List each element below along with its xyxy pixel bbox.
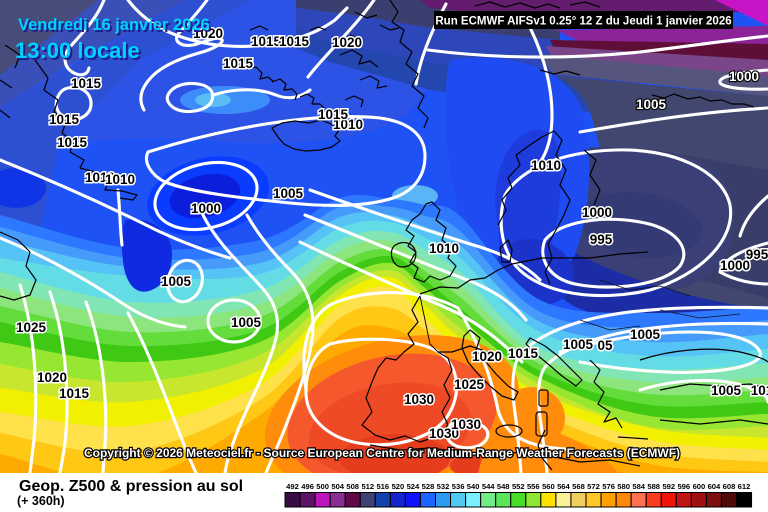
svg-text:1000: 1000 [582,205,612,220]
svg-text:1000: 1000 [191,201,221,216]
svg-text:588: 588 [647,482,660,491]
svg-text:1005: 1005 [711,383,742,398]
svg-text:13:00 locale: 13:00 locale [15,38,140,63]
svg-text:580: 580 [617,482,630,491]
svg-text:1015: 1015 [57,135,88,150]
svg-text:1005: 1005 [161,274,192,289]
svg-text:Vendredi 16 janvier 2026: Vendredi 16 janvier 2026 [20,18,212,36]
svg-text:1005: 1005 [630,327,661,342]
svg-text:1015: 1015 [318,107,349,122]
svg-text:584: 584 [632,482,645,491]
svg-text:552: 552 [512,482,525,491]
svg-text:Copyright © 2026 Meteociel.fr: Copyright © 2026 Meteociel.fr - Source E… [84,446,680,460]
svg-text:1030: 1030 [404,392,434,407]
svg-text:548: 548 [497,482,510,491]
svg-text:556: 556 [527,482,540,491]
svg-text:995: 995 [590,232,613,247]
svg-text:1020: 1020 [332,35,362,50]
svg-text:Vendredi 16 janvier 2026: Vendredi 16 janvier 2026 [18,16,210,34]
svg-text:1010: 1010 [531,158,561,173]
svg-text:1005: 1005 [231,315,262,330]
svg-text:600: 600 [693,482,706,491]
svg-text:560: 560 [542,482,555,491]
svg-text:(+ 360h): (+ 360h) [17,494,65,508]
svg-text:Geop. Z500 & pression au sol: Geop. Z500 & pression au sol [19,478,243,495]
svg-text:101: 101 [751,383,768,398]
svg-text:1030: 1030 [429,426,459,441]
svg-text:568: 568 [572,482,585,491]
svg-text:1010: 1010 [85,170,115,185]
svg-text:1000: 1000 [720,258,750,273]
svg-text:Run ECMWF AIFSv1 0.25° 12 Z du: Run ECMWF AIFSv1 0.25° 12 Z du Jeudi 1 j… [435,16,731,28]
svg-text:1005: 1005 [563,337,594,352]
svg-text:532: 532 [437,482,450,491]
svg-text:604: 604 [708,482,721,491]
svg-text:1015: 1015 [279,34,310,49]
svg-text:1015: 1015 [59,386,90,401]
svg-text:1000: 1000 [729,69,759,84]
svg-text:608: 608 [723,482,736,491]
svg-text:1005: 1005 [636,97,667,112]
svg-text:1015: 1015 [223,56,254,71]
svg-text:1010: 1010 [333,117,363,132]
svg-text:995: 995 [746,247,768,262]
svg-text:05: 05 [597,338,613,353]
svg-text:500: 500 [316,482,329,491]
svg-text:528: 528 [422,482,435,491]
svg-text:1015: 1015 [508,346,539,361]
svg-text:536: 536 [452,482,465,491]
svg-text:1010: 1010 [429,241,459,256]
svg-text:612: 612 [738,482,751,491]
svg-text:1020: 1020 [193,26,223,41]
svg-text:492: 492 [286,482,299,491]
svg-text:1025: 1025 [454,377,485,392]
svg-text:592: 592 [662,482,675,491]
svg-text:1020: 1020 [37,370,67,385]
svg-text:1025: 1025 [16,320,47,335]
svg-text:1030: 1030 [451,417,481,432]
svg-text:1010: 1010 [105,172,135,187]
svg-text:520: 520 [392,482,405,491]
svg-text:544: 544 [482,482,495,491]
svg-text:504: 504 [331,482,344,491]
svg-text:496: 496 [301,482,314,491]
svg-text:524: 524 [407,482,420,491]
svg-text:1015: 1015 [49,112,80,127]
svg-text:564: 564 [557,482,570,491]
svg-text:13:00 locale: 13:00 locale [17,40,142,65]
svg-text:572: 572 [587,482,600,491]
svg-text:1015: 1015 [71,76,102,91]
svg-text:516: 516 [376,482,389,491]
svg-text:540: 540 [467,482,480,491]
svg-text:1005: 1005 [273,186,304,201]
svg-text:508: 508 [346,482,359,491]
svg-text:512: 512 [361,482,374,491]
svg-text:1020: 1020 [472,349,502,364]
svg-text:596: 596 [677,482,690,491]
svg-text:576: 576 [602,482,615,491]
svg-text:1015: 1015 [251,34,282,49]
